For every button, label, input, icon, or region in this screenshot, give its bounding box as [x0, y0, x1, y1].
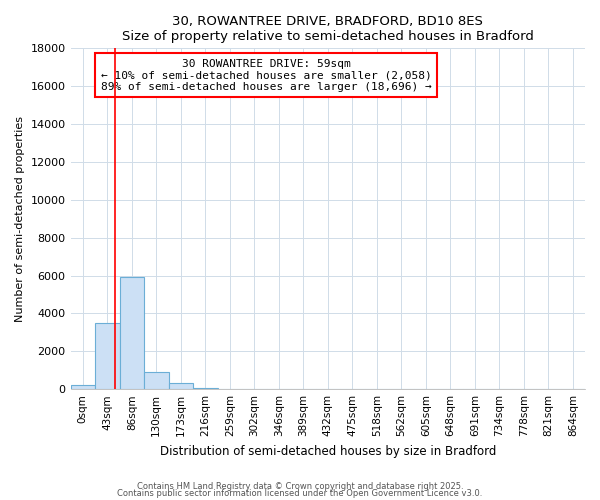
X-axis label: Distribution of semi-detached houses by size in Bradford: Distribution of semi-detached houses by … — [160, 444, 496, 458]
Bar — [119, 278, 144, 389]
Bar — [169, 384, 193, 389]
Bar — [71, 386, 95, 389]
Title: 30, ROWANTREE DRIVE, BRADFORD, BD10 8ES
Size of property relative to semi-detach: 30, ROWANTREE DRIVE, BRADFORD, BD10 8ES … — [122, 15, 534, 43]
Text: Contains public sector information licensed under the Open Government Licence v3: Contains public sector information licen… — [118, 490, 482, 498]
Text: 30 ROWANTREE DRIVE: 59sqm
← 10% of semi-detached houses are smaller (2,058)
89% : 30 ROWANTREE DRIVE: 59sqm ← 10% of semi-… — [101, 58, 431, 92]
Bar — [95, 323, 119, 389]
Bar — [144, 372, 169, 389]
Bar — [193, 388, 218, 389]
Text: Contains HM Land Registry data © Crown copyright and database right 2025.: Contains HM Land Registry data © Crown c… — [137, 482, 463, 491]
Y-axis label: Number of semi-detached properties: Number of semi-detached properties — [15, 116, 25, 322]
